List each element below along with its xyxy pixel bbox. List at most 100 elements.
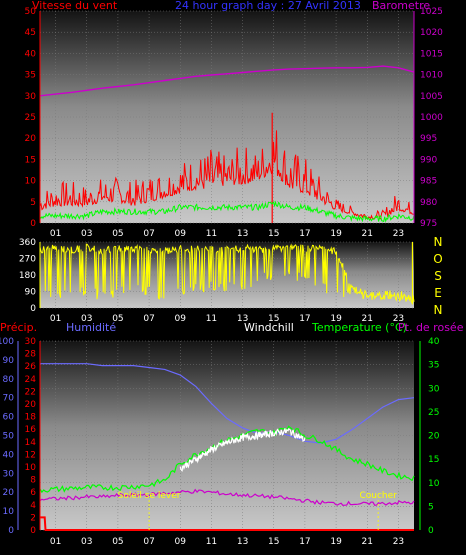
wind-panel-marks — [39, 65, 415, 223]
precip-series — [40, 516, 414, 531]
humidity-axis-label: Humidité — [66, 321, 116, 334]
precip-y-tick-label: 22 — [25, 387, 36, 397]
temp-panel-marks — [39, 363, 415, 531]
wind-x-tick-label: 21 — [362, 229, 373, 239]
barometer-y-tick-label: 1015 — [420, 49, 443, 59]
wind-x-tick-label: 11 — [206, 229, 217, 239]
chart-title: 24 hour graph day : 27 Avril 2013 — [175, 0, 361, 12]
precip-y-tick-label: 26 — [25, 362, 37, 372]
precip-y-tick-label: 30 — [25, 337, 37, 347]
dewpoint-label: Pt. de rosée — [398, 321, 464, 334]
wind-axis-label: Vitesse du vent — [32, 0, 118, 12]
barometer-y-tick-label: 975 — [420, 219, 437, 229]
windchill-label: Windchill — [244, 321, 294, 334]
wind-y-tick-label: 20 — [25, 134, 37, 144]
wind-x-tick-label: 23 — [393, 229, 404, 239]
wind-y-tick-label: 0 — [30, 219, 36, 229]
temp-x-tick-label: 13 — [237, 537, 248, 547]
barometer-y-tick-label: 980 — [420, 198, 437, 208]
humidity-y-tick-label: 100 — [0, 337, 14, 347]
direction-y-tick-label: 360 — [19, 238, 36, 248]
precip-y-tick-label: 16 — [25, 425, 37, 435]
temp-x-tick-label: 23 — [393, 537, 404, 547]
wind-speed-series — [39, 130, 415, 220]
dir-x-tick-label: 01 — [50, 314, 61, 324]
compass-letter-n: N — [434, 235, 443, 249]
temp-x-tick-label: 07 — [143, 537, 154, 547]
wind-y-tick-label: 50 — [25, 7, 37, 17]
wind-x-tick-label: 15 — [268, 229, 279, 239]
barometer-series — [39, 65, 415, 97]
compass-letter-s: S — [434, 269, 442, 283]
wind-x-tick-label: 05 — [112, 229, 123, 239]
dir-x-tick-label: 23 — [393, 314, 404, 324]
direction-y-tick-label: 180 — [19, 271, 36, 281]
barometer-y-tick-label: 1025 — [420, 7, 443, 17]
temp-x-tick-label: 15 — [268, 537, 279, 547]
temperature-y-tick-label: 10 — [428, 479, 440, 489]
wind-y-tick-label: 45 — [25, 28, 36, 38]
wind-panel-grid — [40, 10, 414, 224]
dir-x-tick-label: 13 — [237, 314, 248, 324]
wind-x-tick-label: 03 — [81, 229, 92, 239]
dir-x-tick-label: 21 — [362, 314, 373, 324]
temp-panel-axes: 0510152025303540010203040506070809010002… — [0, 337, 440, 547]
dir-x-tick-label: 17 — [299, 314, 310, 324]
temperature-y-tick-label: 0 — [428, 526, 434, 536]
wind-y-tick-label: 25 — [25, 113, 36, 123]
temperature-y-tick-label: 20 — [428, 432, 440, 442]
direction-y-tick-label: 0 — [30, 304, 36, 314]
wind-x-tick-label: 17 — [299, 229, 310, 239]
wind-average-series — [39, 200, 415, 223]
dir-x-tick-label: 05 — [112, 314, 123, 324]
temp-x-tick-label: 11 — [206, 537, 217, 547]
temperature-humidity-panel: 0510152025303540010203040506070809010002… — [0, 321, 464, 547]
barometer-y-tick-label: 1010 — [420, 71, 443, 81]
temperature-y-tick-label: 25 — [428, 408, 439, 418]
temperature-y-tick-label: 40 — [428, 337, 440, 347]
wind-x-tick-label: 07 — [143, 229, 154, 239]
wind-y-tick-label: 35 — [25, 71, 36, 81]
wind-panel-axes: 0510152025303540455097598098599099510001… — [25, 7, 444, 239]
temperature-y-tick-label: 5 — [428, 502, 434, 512]
precip-y-tick-label: 8 — [30, 476, 36, 486]
precip-y-tick-label: 6 — [30, 488, 36, 498]
compass-letter-e: E — [434, 286, 442, 300]
wind-y-tick-label: 30 — [25, 92, 37, 102]
temperature-y-tick-label: 15 — [428, 455, 439, 465]
direction-y-tick-label: 90 — [25, 288, 37, 298]
temp-x-tick-label: 03 — [81, 537, 92, 547]
direction-y-tick-label: 270 — [19, 255, 36, 265]
temp-x-tick-label: 09 — [175, 537, 187, 547]
precip-y-tick-label: 24 — [25, 375, 37, 385]
annotation-label-1: Coucher — [359, 491, 397, 501]
precip-y-tick-label: 4 — [30, 501, 36, 511]
temperature-label: Temperature (°C) — [311, 321, 407, 334]
dewpoint-series — [39, 488, 415, 507]
wind-x-tick-label: 09 — [175, 229, 187, 239]
barometer-y-tick-label: 985 — [420, 177, 437, 187]
dir-x-tick-label: 19 — [330, 314, 342, 324]
temp-x-tick-label: 21 — [362, 537, 373, 547]
temp-x-tick-label: 01 — [50, 537, 61, 547]
precip-y-tick-label: 12 — [25, 450, 36, 460]
barometer-y-tick-label: 1005 — [420, 92, 443, 102]
humidity-y-tick-label: 40 — [3, 450, 15, 460]
wind-y-tick-label: 15 — [25, 155, 36, 165]
temp-x-tick-label: 17 — [299, 537, 310, 547]
humidity-y-tick-label: 70 — [3, 394, 15, 404]
barometer-y-tick-label: 995 — [420, 134, 437, 144]
precip-y-tick-label: 20 — [25, 400, 37, 410]
temp-x-tick-label: 19 — [330, 537, 342, 547]
precip-y-tick-label: 28 — [25, 350, 37, 360]
wind-x-tick-label: 01 — [50, 229, 61, 239]
wind-barometer-panel: 0510152025303540455097598098599099510001… — [25, 0, 444, 239]
wind-x-tick-label: 13 — [237, 229, 248, 239]
temp-x-tick-label: 05 — [112, 537, 123, 547]
precip-axis-label: Précip. — [0, 321, 37, 334]
dir-x-tick-label: 03 — [81, 314, 92, 324]
temperature-y-tick-label: 35 — [428, 361, 439, 371]
